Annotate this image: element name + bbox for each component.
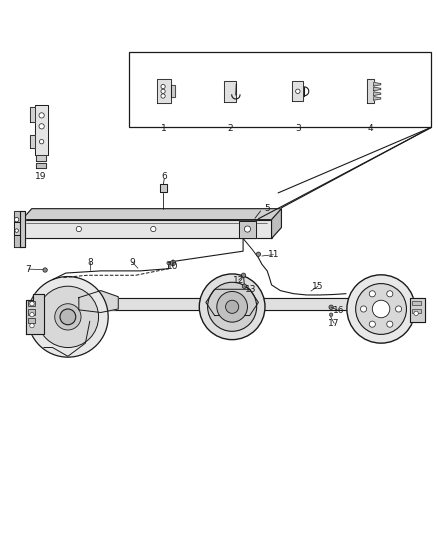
Polygon shape: [206, 289, 258, 316]
Bar: [412, 301, 421, 305]
Circle shape: [296, 89, 300, 93]
Circle shape: [39, 140, 44, 144]
Polygon shape: [374, 92, 381, 95]
Polygon shape: [374, 83, 381, 86]
Text: 6: 6: [161, 172, 167, 181]
Polygon shape: [26, 294, 44, 334]
Circle shape: [37, 286, 99, 348]
Polygon shape: [22, 220, 272, 238]
Polygon shape: [410, 298, 425, 322]
Polygon shape: [157, 79, 171, 103]
Text: 4: 4: [367, 125, 373, 133]
Text: 11: 11: [268, 250, 279, 259]
Text: 7: 7: [25, 264, 32, 273]
Polygon shape: [293, 82, 303, 101]
Circle shape: [30, 312, 34, 317]
Circle shape: [151, 227, 156, 232]
Circle shape: [15, 229, 18, 232]
Polygon shape: [36, 163, 46, 168]
Polygon shape: [30, 107, 35, 122]
Text: 5: 5: [264, 204, 270, 213]
Polygon shape: [272, 209, 281, 238]
Polygon shape: [14, 222, 20, 235]
Polygon shape: [224, 80, 236, 102]
Text: 13: 13: [245, 285, 256, 294]
Text: 8: 8: [87, 257, 93, 266]
Circle shape: [387, 290, 393, 297]
Polygon shape: [35, 106, 48, 155]
Bar: [28, 301, 35, 306]
Circle shape: [167, 261, 170, 265]
Circle shape: [208, 282, 257, 332]
Circle shape: [30, 302, 34, 306]
Circle shape: [64, 312, 72, 321]
Circle shape: [396, 306, 402, 312]
Circle shape: [39, 124, 44, 129]
Circle shape: [43, 268, 47, 272]
Polygon shape: [14, 235, 20, 247]
Polygon shape: [160, 184, 167, 192]
Bar: [129, 52, 431, 127]
Circle shape: [161, 84, 165, 88]
Circle shape: [170, 260, 176, 265]
Polygon shape: [22, 209, 281, 220]
Text: 16: 16: [333, 306, 345, 315]
Circle shape: [387, 321, 393, 327]
Polygon shape: [20, 211, 25, 247]
Circle shape: [242, 284, 247, 288]
Bar: [28, 318, 35, 324]
Circle shape: [217, 292, 247, 322]
Polygon shape: [79, 290, 118, 312]
Text: 15: 15: [312, 282, 324, 290]
Polygon shape: [171, 85, 175, 97]
Circle shape: [329, 305, 333, 310]
Text: 2: 2: [227, 125, 233, 133]
Circle shape: [369, 321, 375, 327]
Circle shape: [360, 306, 367, 312]
Text: 1: 1: [161, 125, 167, 133]
Circle shape: [356, 284, 406, 334]
Polygon shape: [30, 135, 35, 148]
Circle shape: [244, 226, 251, 232]
Circle shape: [161, 89, 165, 93]
Circle shape: [226, 300, 239, 313]
Circle shape: [76, 227, 81, 232]
Circle shape: [256, 252, 261, 256]
Circle shape: [329, 313, 333, 317]
Polygon shape: [239, 221, 256, 238]
Circle shape: [241, 273, 246, 278]
Circle shape: [369, 290, 375, 297]
Bar: [28, 310, 35, 314]
Text: 17: 17: [328, 319, 340, 328]
Circle shape: [60, 309, 76, 325]
Polygon shape: [367, 79, 374, 103]
Polygon shape: [36, 155, 46, 161]
Polygon shape: [14, 211, 20, 222]
Circle shape: [199, 274, 265, 340]
Circle shape: [347, 275, 415, 343]
Text: 9: 9: [129, 257, 135, 266]
Text: 10: 10: [167, 262, 178, 271]
Text: 3: 3: [295, 125, 301, 133]
Circle shape: [30, 324, 34, 328]
Polygon shape: [44, 297, 412, 310]
Circle shape: [14, 217, 19, 222]
Circle shape: [28, 277, 108, 357]
Bar: [412, 309, 421, 313]
Text: 12: 12: [233, 276, 244, 285]
Circle shape: [414, 311, 418, 316]
Circle shape: [161, 94, 165, 98]
Circle shape: [372, 300, 390, 318]
Circle shape: [39, 113, 44, 118]
Text: 19: 19: [35, 172, 46, 181]
Circle shape: [55, 304, 81, 330]
Polygon shape: [374, 96, 381, 100]
Polygon shape: [374, 87, 381, 91]
